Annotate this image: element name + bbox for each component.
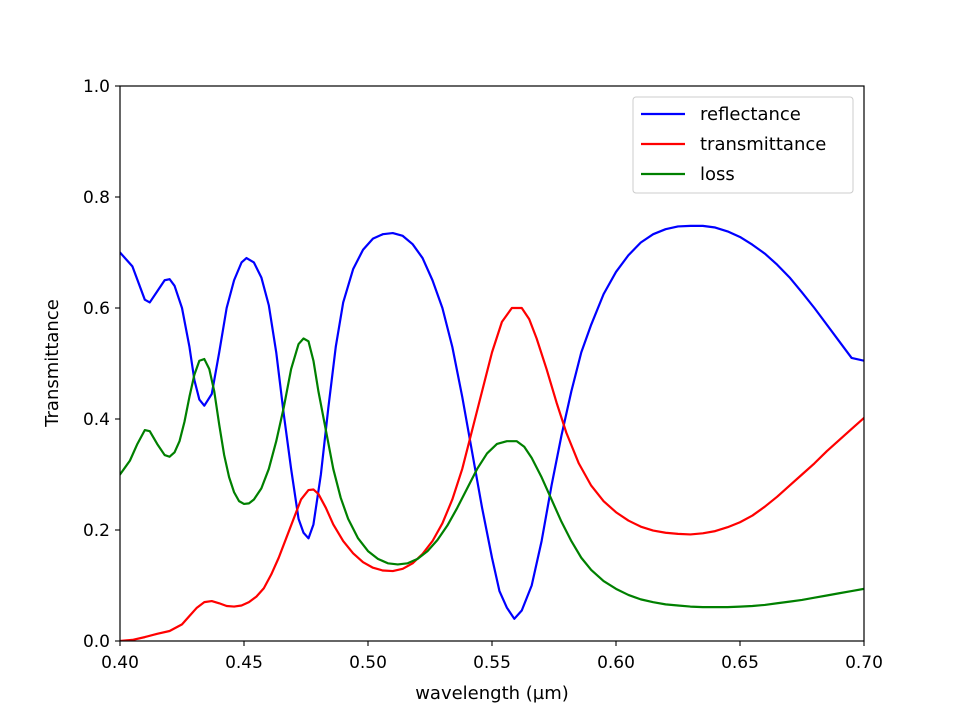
x-axis: 0.40 0.45 0.50 0.55 0.60 0.65 0.70 xyxy=(101,641,883,673)
x-tick-label: 0.65 xyxy=(721,653,759,673)
x-tick-label: 0.50 xyxy=(349,653,387,673)
legend-box xyxy=(632,96,854,194)
legend: reflectance transmittance loss xyxy=(632,96,854,194)
x-tick-label: 0.40 xyxy=(101,653,139,673)
series-line-transmittance xyxy=(120,306,864,641)
series-line-loss xyxy=(120,337,864,609)
x-tick-label: 0.55 xyxy=(473,653,511,673)
x-tick-label: 0.60 xyxy=(597,653,635,673)
y-tick-label: 0.2 xyxy=(83,521,110,541)
legend-label-transmittance: transmittance xyxy=(700,134,826,155)
x-tick-label: 0.70 xyxy=(845,653,883,673)
legend-label-reflectance: reflectance xyxy=(700,104,801,125)
legend-label-loss: loss xyxy=(700,164,735,185)
y-tick-label: 0.8 xyxy=(83,188,110,208)
y-tick-label: 0.6 xyxy=(83,299,110,319)
y-tick-label: 0.4 xyxy=(83,410,110,430)
series-line-reflectance xyxy=(120,224,864,620)
y-axis-title: Transmittance xyxy=(42,299,63,428)
y-tick-label: 0.0 xyxy=(83,632,110,652)
x-tick-label: 0.45 xyxy=(225,653,263,673)
y-tick-label: 1.0 xyxy=(83,77,110,97)
x-axis-title: wavelength (µm) xyxy=(415,683,569,704)
plot-area xyxy=(120,224,864,641)
y-axis: 0.0 0.2 0.4 0.6 0.8 1.0 xyxy=(83,77,120,652)
